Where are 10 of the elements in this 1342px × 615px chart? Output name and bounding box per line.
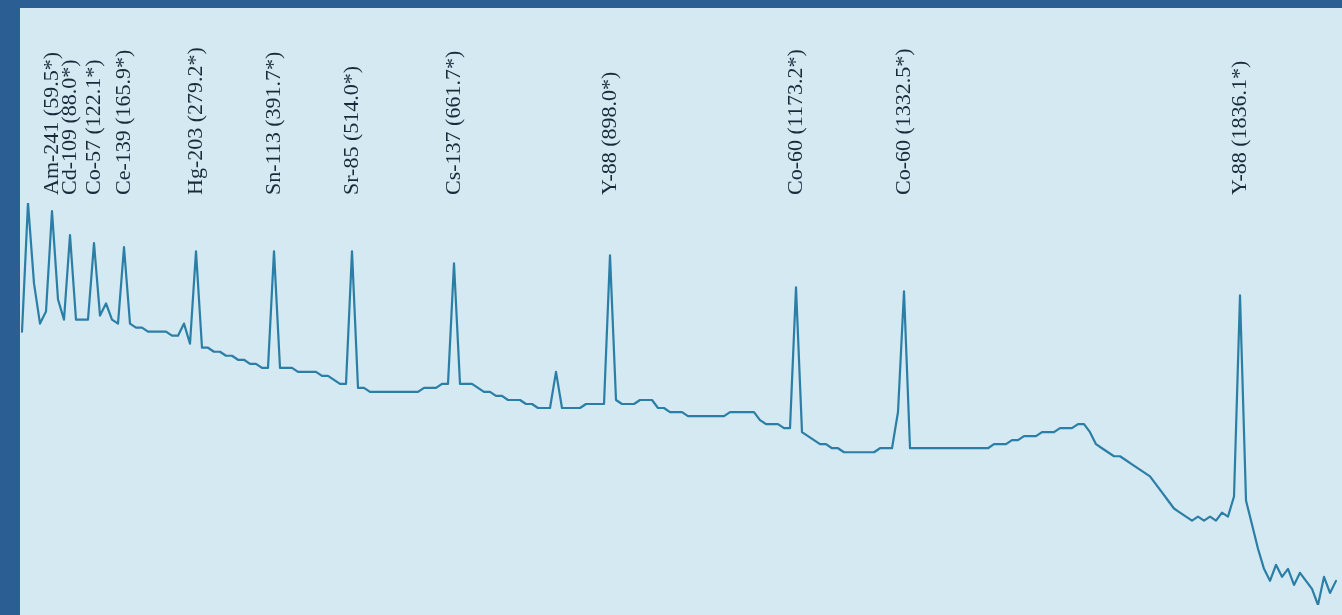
text: Co-60 (1332.5*) bbox=[889, 48, 915, 195]
text: Co-57 (122.1*) bbox=[79, 59, 105, 195]
text: Co-60 (1173.2*) bbox=[781, 49, 807, 195]
text: Ce-139 (165.9*) bbox=[109, 49, 135, 195]
text: Y-88 (898.0*) bbox=[595, 71, 621, 195]
text: Y-88 (1836.1*) bbox=[1225, 60, 1251, 195]
text: Sr-85 (514.0*) bbox=[337, 65, 363, 195]
text: Cs-137 (661.7*) bbox=[439, 50, 465, 195]
text: Sn-113 (391.7*) bbox=[259, 51, 285, 195]
text: Hg-203 (279.2*) bbox=[181, 47, 207, 195]
